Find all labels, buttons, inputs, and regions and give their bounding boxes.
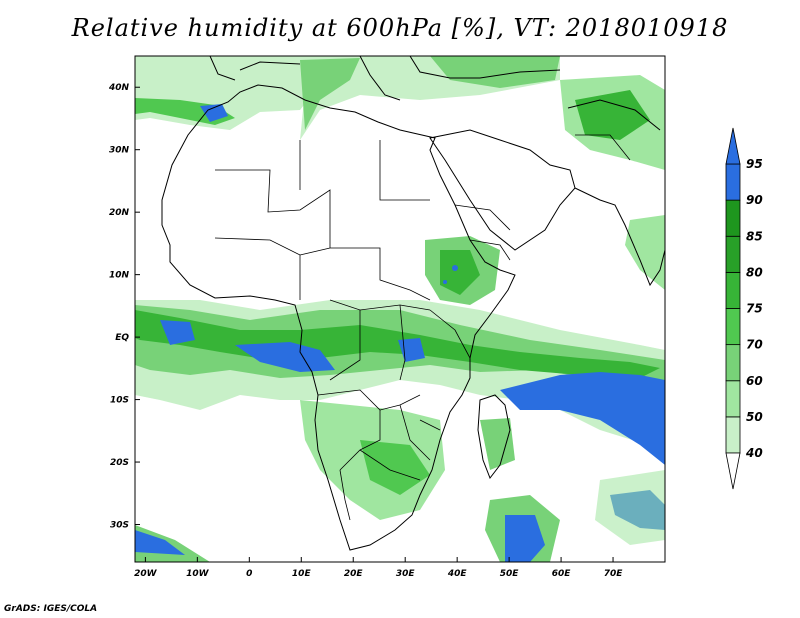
humidity-area-far-east [595, 470, 665, 545]
grads-credit: GrADS: IGES/COLA [4, 604, 98, 614]
lon-tick-label: 10E [292, 569, 312, 579]
lon-tick-label: 30E [396, 569, 416, 579]
colorbar-label: 80 [746, 265, 763, 279]
lon-tick-label: 20E [344, 569, 364, 579]
humidity-area-ethiopia-core [440, 250, 480, 295]
humidity-area-madagascar [480, 418, 515, 470]
lon-tick-label: 60E [552, 569, 572, 579]
colorbar-label: 95 [746, 157, 763, 171]
plot-frame [134, 55, 666, 563]
lat-tick-label: 10N [109, 271, 130, 281]
colorbar-segment [725, 235, 741, 273]
humidity-area-congo-wet [160, 320, 195, 345]
lat-tick-label: EQ [115, 333, 129, 343]
lat-tick-label: 30N [109, 146, 130, 156]
humidity-area-morocco-wet [200, 104, 228, 122]
map-title: Relative humidity at 600hPa [%], VT: 201… [71, 14, 729, 42]
colorbar-segment [725, 416, 741, 454]
lat-tick-label: 30S [110, 521, 129, 531]
colorbar-label: 40 [745, 446, 763, 460]
lat-tick-label: 20S [110, 458, 129, 468]
colorbar-label: 75 [746, 302, 763, 316]
lon-tick-label: 40E [447, 569, 468, 579]
humidity-area-gabon-wet [235, 342, 335, 372]
humidity-field [135, 56, 665, 562]
humidity-area-south-atlantic-wet [135, 530, 185, 555]
humidity-area-indian-ocean-wet [500, 372, 665, 465]
lon-tick-label: 20W [134, 569, 158, 579]
colorbar: 40 50 60 70 75 80 85 90 95 [725, 127, 763, 490]
lon-tick-label: 70E [604, 569, 624, 579]
lat-tick-label: 10S [110, 396, 129, 406]
humidity-area-iran-core [575, 90, 650, 140]
longitude-axis: 20W 10W 0 10E 20E 30E 40E 50E 60E 70E [134, 557, 623, 579]
lat-tick-label: 20N [109, 208, 130, 218]
colorbar-segment [725, 163, 741, 201]
colorbar-segment [725, 199, 741, 237]
colorbar-label: 60 [746, 374, 763, 388]
coastlines [161, 56, 665, 551]
humidity-area-south-indian-wet [505, 515, 545, 562]
colorbar-segment [725, 380, 741, 418]
colorbar-top-cap [725, 127, 741, 165]
latitude-axis: 40N 30N 20N 10N EQ 10S 20S 30S [108, 83, 140, 531]
humidity-area-med-east-core [300, 58, 360, 130]
colorbar-bottom-cap [725, 452, 741, 490]
humidity-area-india [625, 215, 665, 290]
colorbar-label: 85 [746, 229, 763, 243]
lat-tick-label: 40N [108, 83, 130, 93]
colorbar-label: 70 [746, 338, 763, 352]
lon-tick-label: 50E [500, 569, 520, 579]
humidity-area-turkey [430, 56, 560, 88]
colorbar-segment [725, 271, 741, 309]
country-borders [214, 134, 631, 521]
colorbar-label: 90 [746, 193, 763, 207]
humidity-area-equatorial-core [135, 310, 660, 378]
lon-tick-label: 10W [186, 569, 210, 579]
colorbar-segment [725, 344, 741, 382]
colorbar-segment [725, 308, 741, 346]
colorbar-label: 50 [746, 410, 763, 424]
lon-tick-label: 0 [246, 569, 252, 579]
humidity-area-south-core [360, 440, 430, 495]
